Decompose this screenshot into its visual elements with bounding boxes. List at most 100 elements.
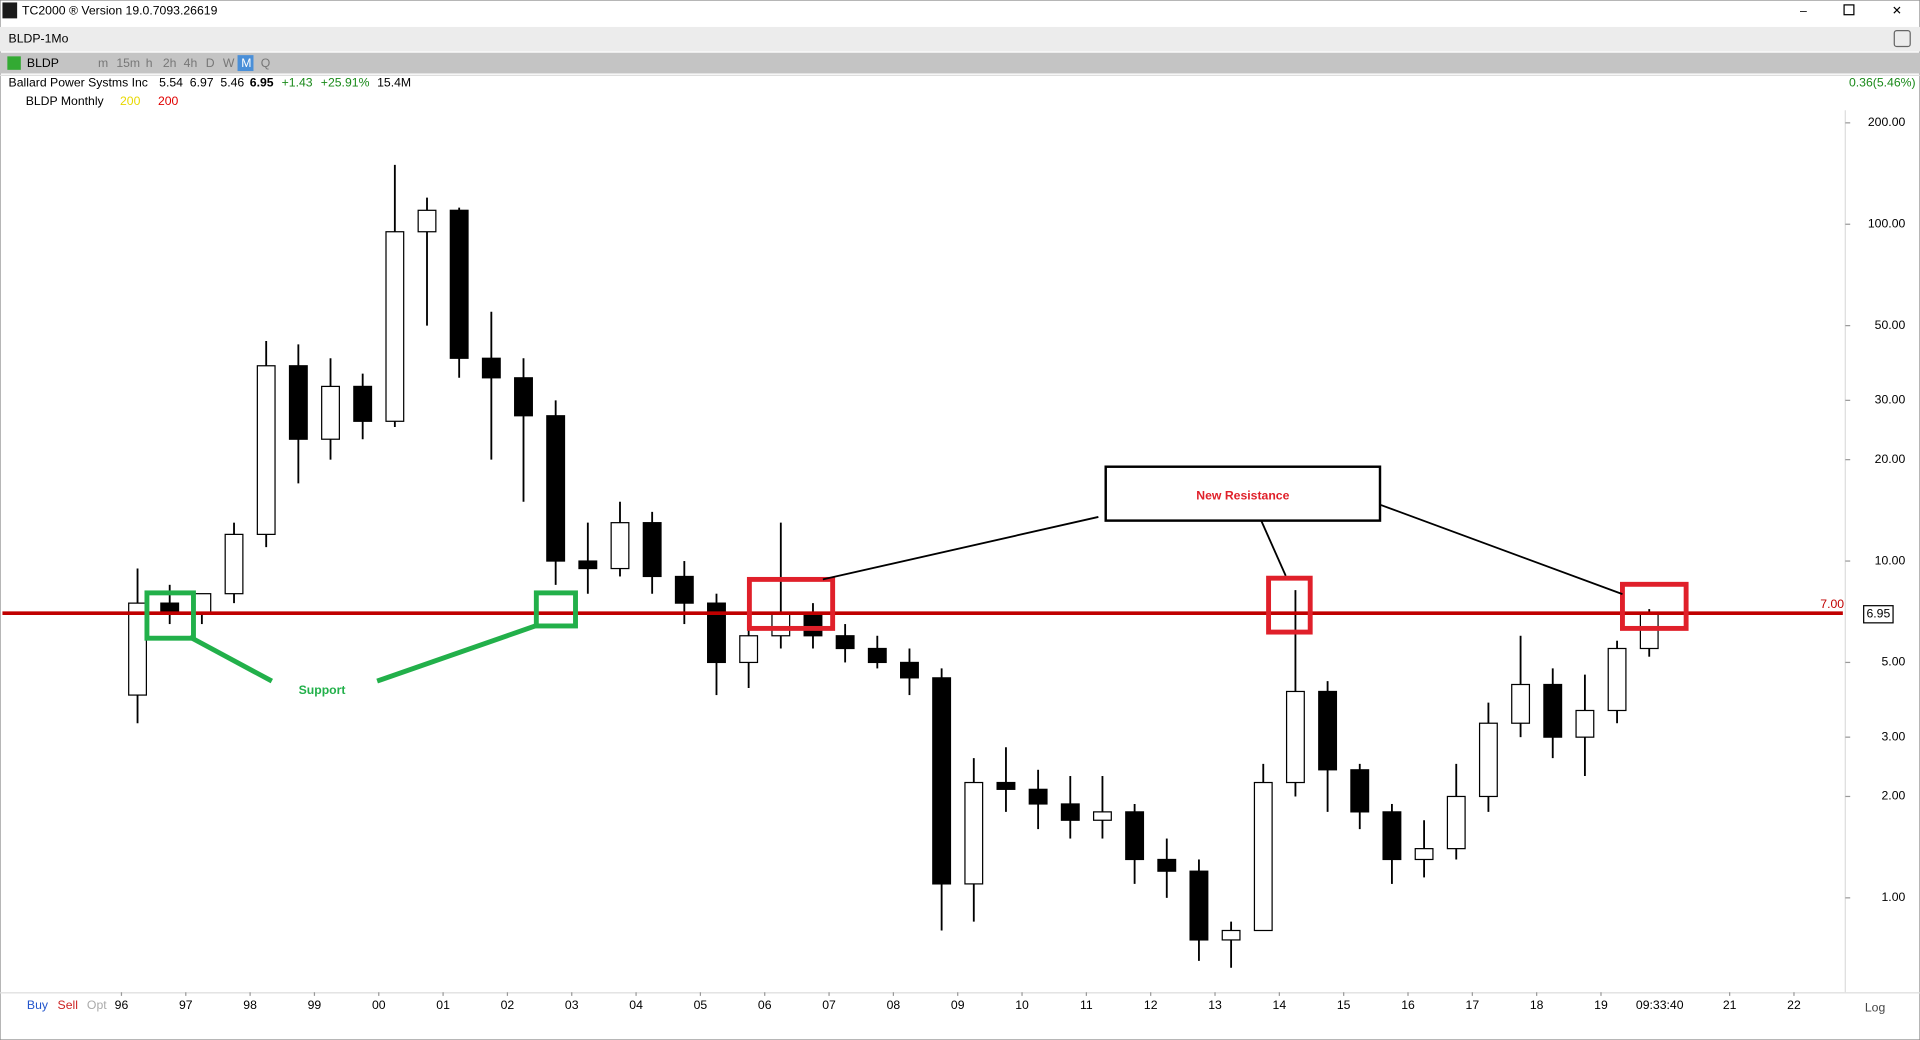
candle-body [996,781,1016,790]
resistance-box [746,576,836,631]
candle-body [1318,690,1338,771]
support-box [533,590,578,629]
candle-body [642,522,662,578]
x-tick-label: 05 [694,998,708,1012]
restore-button[interactable] [1843,4,1855,16]
support-callout-line [188,634,273,684]
symbol[interactable]: BLDP [27,56,59,70]
x-tick-label: 06 [758,998,772,1012]
y-tick-label: 1.00 [1881,890,1905,904]
y-tick-label: 10.00 [1875,553,1906,567]
candle-body [835,635,855,650]
close-button[interactable]: ✕ [1892,3,1902,17]
y-tick-label: 5.00 [1881,655,1905,669]
ma2-label[interactable]: 200 [158,94,179,108]
y-tick-label: 3.00 [1881,729,1905,743]
toolbar [0,52,1920,74]
x-tick-label: 08 [887,998,901,1012]
candle-body [707,602,726,664]
interval-button[interactable]: Q [261,56,271,70]
candle-body [1382,811,1402,861]
candle-body [481,357,501,379]
tab-title[interactable]: BLDP-1Mo [9,31,69,45]
callout-line [1260,520,1287,577]
candle-body [1285,690,1305,784]
chart-label[interactable]: BLDP Monthly [26,94,105,108]
resistance-line-label: 7.00 [1820,597,1844,611]
quote-change: +1.43 [282,76,313,90]
candle-body [867,647,887,664]
candle-body [1060,803,1080,821]
support-box [144,590,196,641]
candle-body [449,209,469,359]
interval-button[interactable]: D [206,56,215,70]
opt-button[interactable]: Opt [87,998,107,1012]
add-symbol[interactable] [7,56,21,70]
candle-body [1511,683,1531,724]
y-tick-label: 30.00 [1875,393,1906,407]
x-tick-label: 03 [565,998,579,1012]
candle-body [514,377,533,417]
x-tick-label: 01 [436,998,450,1012]
quote-low: 5.46 [220,76,244,90]
interval-button[interactable]: M [241,56,251,70]
x-tick-label: 12 [1144,998,1158,1012]
candle-body [1414,848,1434,861]
candle-body [1543,683,1563,738]
resistance-box [1266,575,1313,635]
quote-open: 5.54 [159,76,183,90]
interval-active [237,55,254,72]
x-tick-label: 21 [1723,998,1737,1012]
bottom-divider [0,992,1920,994]
interval-button[interactable]: 4h [184,56,198,70]
interval-button[interactable]: m [98,56,108,70]
candle-body [1575,709,1595,738]
x-tick-label: 00 [372,998,386,1012]
interval-button[interactable]: 15m [116,56,140,70]
tab-menu[interactable] [1893,30,1911,48]
candle-body [771,612,791,637]
quote-high: 6.97 [190,76,214,90]
interval-button[interactable]: W [223,56,235,70]
candle-body [417,209,437,233]
ma1-label[interactable]: 200 [120,94,141,108]
candle-body [1125,811,1145,861]
candle-body [546,415,566,562]
interval-button[interactable]: 2h [163,56,177,70]
resistance-callout: New Resistance [1196,488,1289,502]
x-tick-label: 02 [501,998,515,1012]
candle-body [674,575,694,604]
candle-body [128,602,147,696]
resistance-callout-box [1104,465,1382,522]
x-tick-label: 14 [1273,998,1287,1012]
quote-change-pct: +25.91% [321,76,370,90]
tab-bar [0,26,1920,52]
interval-button[interactable]: h [146,56,153,70]
candle-body [803,612,823,637]
candle-body [288,365,308,440]
candle-body [739,635,759,664]
window-title: TC2000 ® Version 19.0.7093.26619 [22,3,218,17]
buy-button[interactable]: Buy [27,998,49,1012]
last-price-box [1863,605,1894,624]
candle-body [610,522,630,570]
quote-volume: 15.4M [377,76,411,90]
callout-line [822,516,1099,581]
x-tick-label: 96 [115,998,129,1012]
sell-button[interactable]: Sell [58,998,78,1012]
candle-body [1350,769,1370,813]
y-tick-label: 20.00 [1875,452,1906,466]
candle-body [256,365,276,535]
x-tick-label: 99 [308,998,322,1012]
x-tick-label: 19 [1594,998,1608,1012]
minimize-button[interactable]: – [1800,3,1807,17]
scale-toggle[interactable]: Log [1865,1000,1886,1014]
x-tick-label: 98 [243,998,257,1012]
right-change: 0.36(5.46%) [1849,76,1916,90]
support-callout: Support [299,683,346,697]
candle-body [1221,929,1241,941]
x-tick-label: 18 [1530,998,1544,1012]
